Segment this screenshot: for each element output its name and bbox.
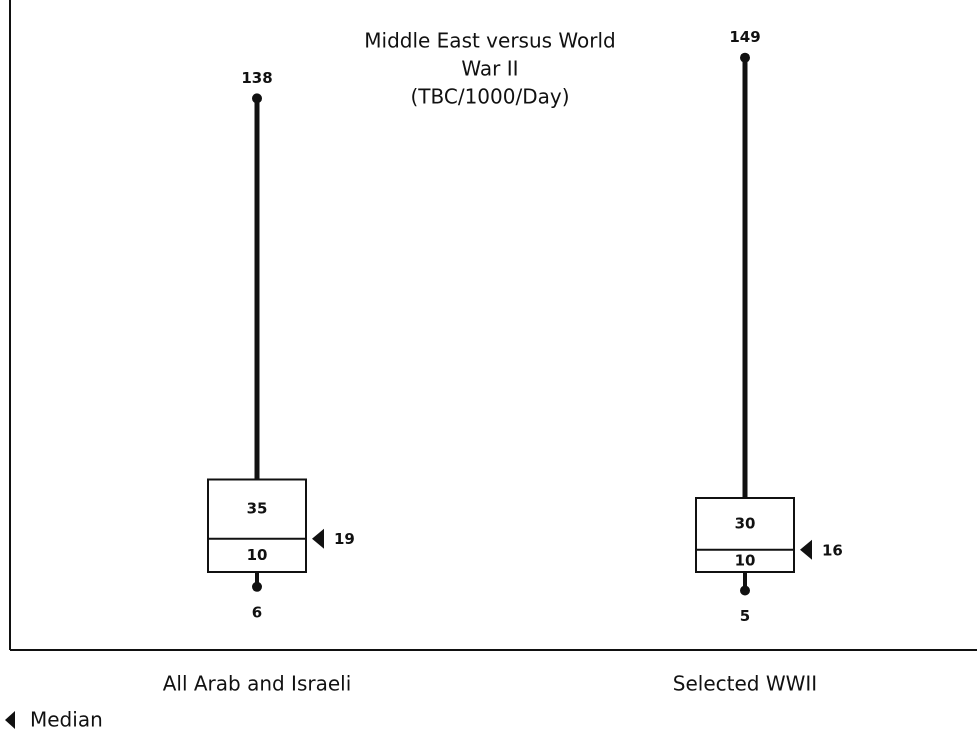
value-label: 16: [822, 541, 843, 559]
chart-title: (TBC/1000/Day): [410, 85, 569, 109]
legend-marker: [5, 711, 15, 729]
value-label: 10: [735, 551, 756, 569]
x-tick-label: Selected WWII: [673, 672, 817, 696]
value-label: 19: [334, 530, 355, 548]
value-label: 138: [241, 69, 272, 87]
x-tick-label: All Arab and Israeli: [163, 672, 352, 696]
value-label: 10: [247, 546, 268, 564]
chart-title: War II: [461, 57, 518, 81]
legend-label: Median: [30, 708, 103, 732]
value-label: 35: [247, 500, 268, 518]
min-point: [740, 585, 750, 596]
min-point: [252, 581, 262, 592]
max-point: [252, 93, 262, 104]
max-point: [740, 52, 750, 63]
value-label: 149: [729, 28, 760, 46]
box: [695, 497, 795, 573]
box: [207, 478, 307, 573]
value-label: 6: [252, 603, 262, 621]
chart-title: Middle East versus World: [364, 29, 615, 53]
value-label: 5: [740, 607, 750, 625]
median-marker: [312, 528, 324, 549]
value-label: 30: [735, 514, 756, 532]
median-marker: [800, 539, 812, 560]
